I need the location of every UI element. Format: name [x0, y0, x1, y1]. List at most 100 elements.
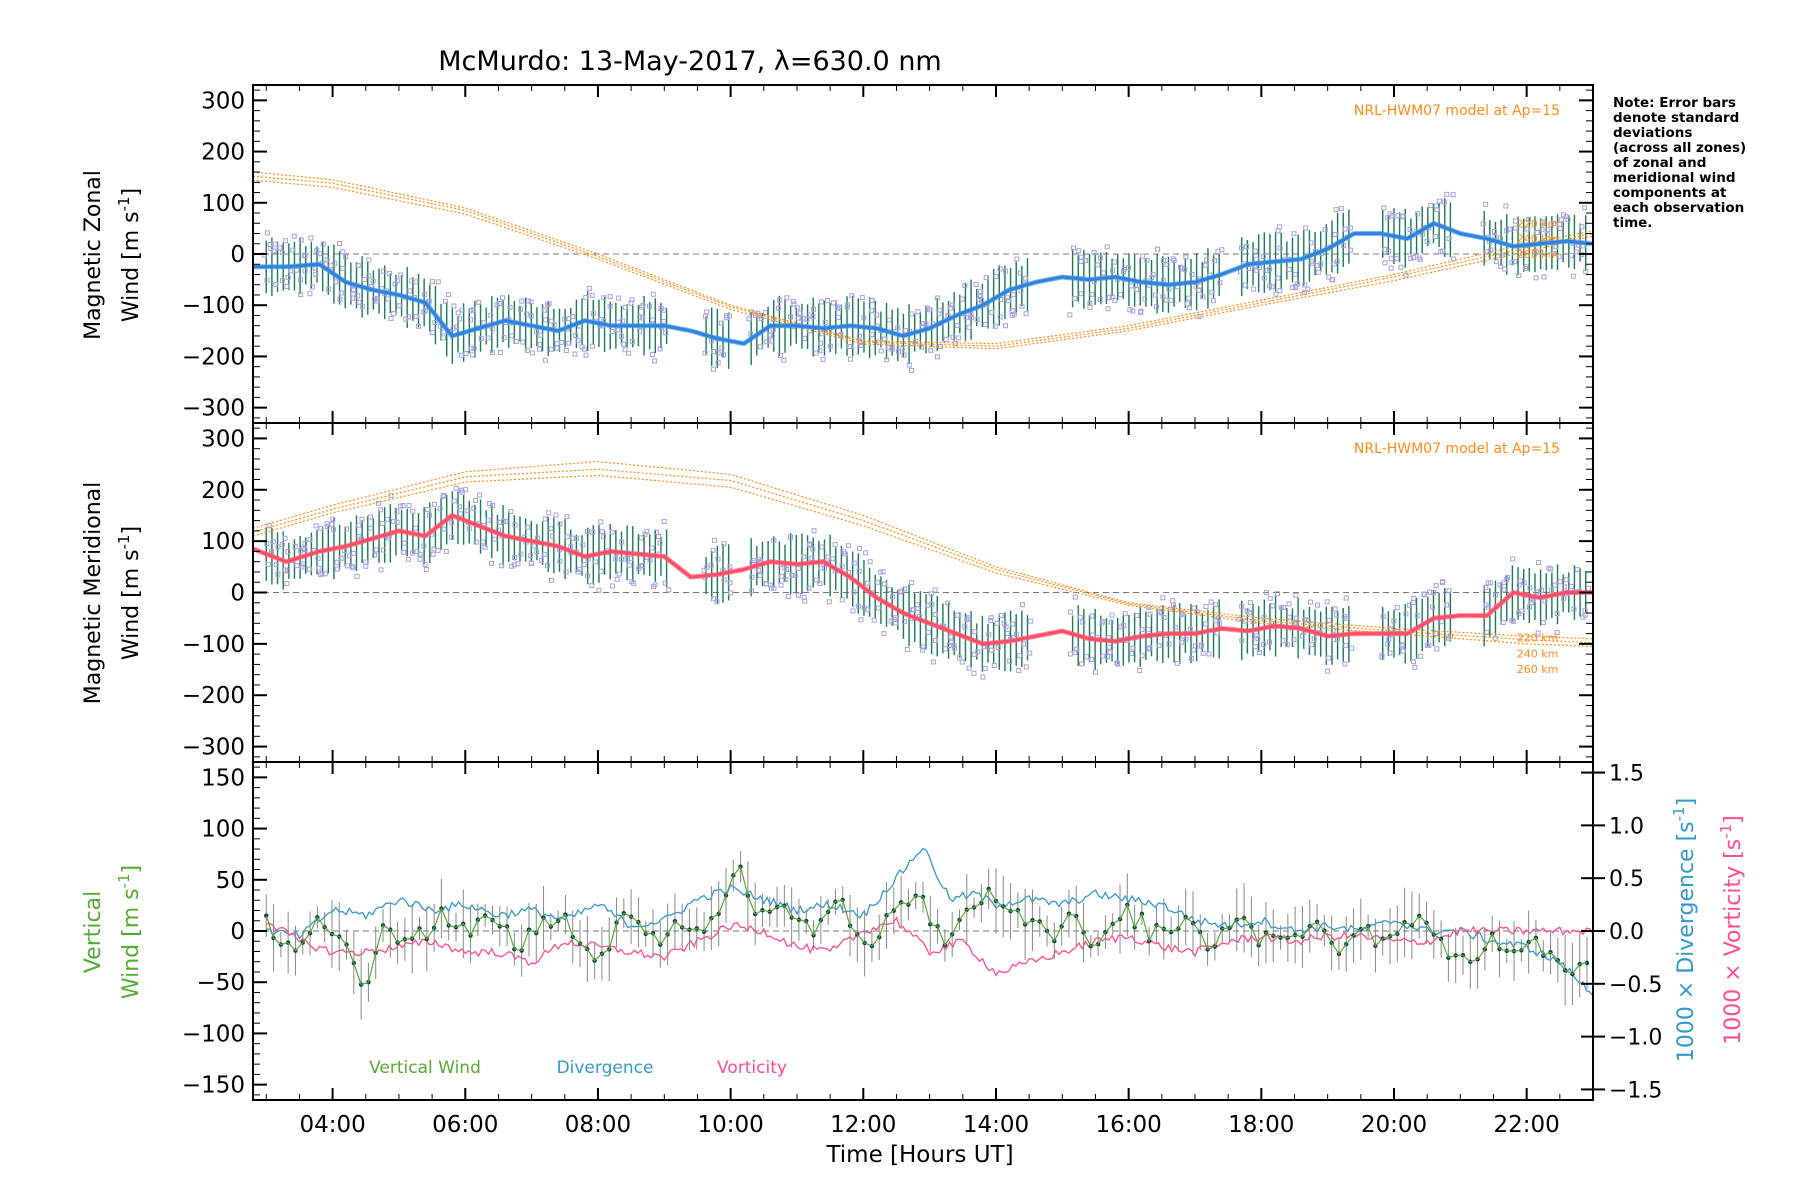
sample-point	[953, 341, 959, 347]
meridional-panel: 220 km 240 km 260 km NRL-HWM07 model at Ap=…	[182, 422, 1594, 763]
sample-point	[1023, 311, 1029, 317]
sample-point	[957, 655, 963, 661]
sample-point	[1238, 245, 1244, 251]
sample-point	[1568, 252, 1574, 258]
sample-point	[413, 313, 419, 319]
sample-point	[1534, 229, 1540, 235]
sample-point	[413, 525, 419, 531]
sample-point	[764, 581, 770, 587]
sample-point	[1112, 259, 1118, 265]
sample-point	[344, 526, 350, 532]
sample-point	[355, 263, 361, 269]
sample-point	[1186, 295, 1192, 301]
sample-point	[986, 632, 992, 638]
sample-point	[1206, 651, 1212, 657]
sample-point	[431, 501, 437, 507]
model-altitude-label: 220 km	[1517, 631, 1559, 644]
sample-point	[776, 297, 782, 303]
sample-point	[1107, 649, 1113, 655]
sample-point	[1089, 613, 1095, 619]
sample-point	[1121, 266, 1127, 272]
note-line: components at	[1613, 185, 1727, 201]
sample-point	[718, 320, 724, 326]
sample-point	[975, 649, 981, 655]
sample-point	[1399, 642, 1405, 648]
sample-point	[322, 571, 328, 577]
sample-point	[1343, 615, 1349, 621]
meridional-ylabel-line1: Magnetic Meridional	[81, 482, 106, 704]
sample-point	[993, 273, 999, 279]
sample-point	[661, 307, 667, 313]
sample-point	[542, 357, 548, 363]
sample-point	[372, 552, 378, 558]
y-tick-label: −200	[182, 344, 245, 370]
sample-point	[1264, 590, 1270, 596]
sample-point	[343, 254, 349, 260]
sample-point	[1538, 249, 1544, 255]
sample-point	[488, 312, 494, 318]
sample-point	[1023, 664, 1029, 670]
sample-point	[363, 559, 369, 565]
y-tick-label: 50	[216, 868, 245, 894]
sample-point	[512, 522, 518, 528]
sample-point	[628, 300, 634, 306]
sample-point	[1480, 221, 1486, 227]
sample-point	[1160, 294, 1166, 300]
sample-point	[589, 292, 595, 298]
sample-point	[1239, 603, 1245, 609]
zonal-ylabel-line1: Magnetic Zonal	[81, 170, 106, 340]
sample-point	[638, 535, 644, 541]
sample-point	[649, 545, 655, 551]
sample-point	[964, 616, 970, 622]
sample-point	[401, 540, 407, 546]
sample-point	[1386, 248, 1392, 254]
y-tick-label: 0	[230, 242, 245, 268]
sample-point	[614, 576, 620, 582]
sample-point	[1403, 611, 1409, 617]
sample-point	[1280, 638, 1286, 644]
sample-point	[711, 537, 717, 543]
sample-point	[818, 299, 824, 305]
sample-point	[534, 549, 540, 555]
sample-point	[1579, 224, 1585, 230]
sample-point	[988, 615, 994, 621]
sample-point	[406, 503, 412, 509]
sample-point	[473, 539, 479, 545]
vorticity-y2label-text: 1000 × Vorticity [s-1]	[1717, 815, 1746, 1044]
sample-point	[994, 620, 1000, 626]
sample-point	[616, 571, 622, 577]
sample-point	[839, 597, 845, 603]
sample-point	[1189, 272, 1195, 278]
sample-point	[427, 512, 433, 518]
sample-point	[1077, 614, 1083, 620]
sample-point	[279, 278, 285, 284]
sample-point	[513, 338, 519, 344]
sample-point	[440, 335, 446, 341]
sample-point	[797, 310, 803, 316]
sample-point	[1349, 645, 1355, 651]
sample-point	[1342, 661, 1348, 667]
sample-point	[838, 332, 844, 338]
sample-point	[313, 271, 319, 277]
sample-point	[501, 335, 507, 341]
sample-point	[546, 510, 552, 516]
sample-point	[1242, 282, 1248, 288]
sample-point	[573, 333, 579, 339]
sample-point	[710, 596, 716, 602]
sample-point	[306, 566, 312, 572]
sample-point	[920, 644, 926, 650]
sample-point	[548, 526, 554, 532]
sample-point	[1556, 254, 1562, 260]
sample-point	[518, 306, 524, 312]
sample-point	[1072, 594, 1078, 600]
sample-point	[290, 247, 296, 253]
sample-point	[1275, 275, 1281, 281]
sample-point	[453, 485, 459, 491]
sample-point	[1160, 595, 1166, 601]
vertical-panel: Vertical Wind Divergence Vorticity 1.5 1.0 0.…	[182, 761, 1662, 1138]
vertical-ylabel: Vertical Wind [m s-1]	[81, 865, 144, 999]
sample-point	[1398, 264, 1404, 270]
sample-point	[997, 266, 1003, 272]
sample-point	[613, 556, 619, 562]
sample-point	[1027, 650, 1033, 656]
